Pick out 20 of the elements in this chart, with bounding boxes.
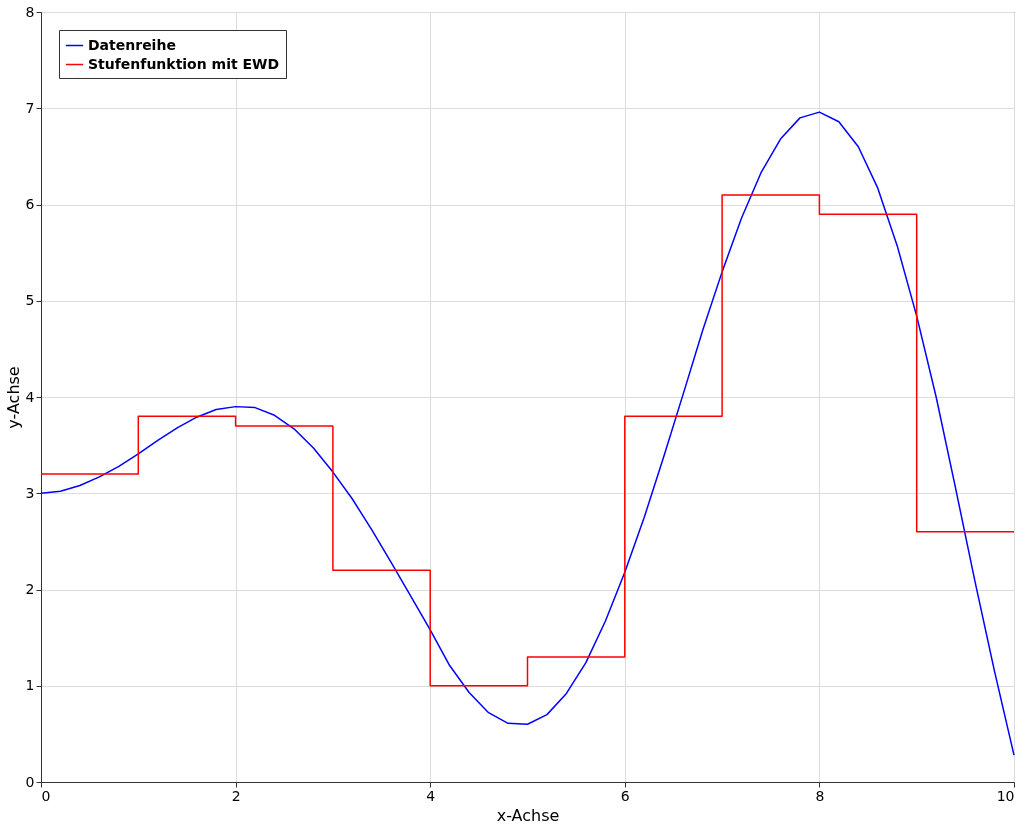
line-series xyxy=(40,111,1015,756)
legend-label: Datenreihe xyxy=(88,36,176,53)
y-axis-title: y-Achse xyxy=(3,366,23,429)
y-tick-label: 4 xyxy=(25,388,35,405)
y-tick-label: 1 xyxy=(25,677,35,694)
y-tick-label: 6 xyxy=(25,196,35,212)
y-tick-label: 2 xyxy=(25,581,35,597)
y-tick-label: 3 xyxy=(25,484,35,501)
y-tick-label: 8 xyxy=(25,3,35,20)
legend-label: Stufenfunktion mit EWD xyxy=(88,55,280,72)
x-axis-title: x-Achse xyxy=(496,805,560,825)
y-tick-label: 7 xyxy=(25,99,35,116)
x-tick-label: 10 xyxy=(996,787,1015,804)
x-tick-label: 0 xyxy=(41,787,51,804)
x-tick-label: 2 xyxy=(231,787,241,804)
y-tick-label: 5 xyxy=(25,292,35,309)
x-tick-label: 6 xyxy=(620,787,630,804)
x-tick-label: 8 xyxy=(815,787,825,804)
x-tick-label: 4 xyxy=(426,787,436,804)
y-tick-label: 0 xyxy=(25,773,35,790)
